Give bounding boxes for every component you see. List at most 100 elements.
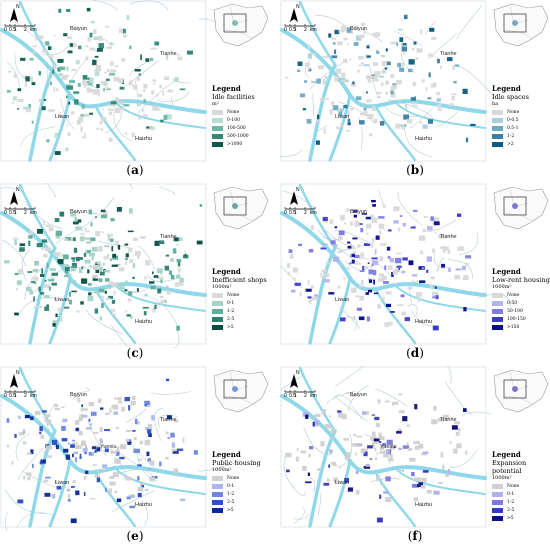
panel-caption: (c) — [126, 346, 144, 360]
legend-class: 1-2 — [492, 499, 550, 506]
legend-class-label: 1-2 — [227, 309, 235, 314]
panel-letter: a — [131, 163, 139, 177]
urban-patches — [4, 204, 203, 331]
scale-label: 0 — [284, 393, 287, 399]
place-label-haizhu: Haizhu — [415, 319, 432, 325]
place-label-tianhe: Tianhe — [160, 234, 177, 240]
legend-swatch — [212, 500, 223, 505]
legend-class-label: 0-1 — [507, 492, 515, 497]
legend-variable: Low-rent housing — [492, 276, 550, 284]
north-label: N — [16, 187, 20, 193]
legend-class: 0-1 — [212, 483, 261, 490]
map-panel-e: Baiyun Tianhe Liwan Haizhu Yuexiu N 0 0.5 1 2 km — [0, 366, 270, 546]
legend-class: 50-100 — [492, 308, 550, 315]
place-label-haizhu: Haizhu — [415, 502, 432, 508]
legend-swatch — [492, 118, 503, 123]
legend-class-label: None — [227, 110, 240, 115]
legend-class-label: >5 — [227, 325, 234, 330]
legend-class-label: None — [507, 110, 520, 115]
scale-bar: 0 0.51 2 km — [4, 207, 37, 216]
legend-variable: Inefficient shops — [212, 276, 267, 284]
north-arrow-icon: N — [290, 370, 300, 388]
inset-locator-map — [213, 186, 269, 230]
legend-swatch — [492, 110, 503, 115]
scale-label: 1 — [14, 393, 17, 399]
legend-swatch — [492, 500, 503, 505]
scale-label: 1 — [294, 27, 297, 33]
legend-swatch — [212, 325, 223, 330]
urban-patches — [6, 7, 193, 155]
scale-label: 1 — [294, 393, 297, 399]
urban-patches — [284, 14, 476, 145]
map-panel-c: Baiyun Tianhe Liwan Haizhu N 0 0.5 1 2 km — [0, 183, 270, 363]
legend-variable: Idle spaces — [492, 93, 529, 101]
north-arrow-icon: N — [290, 4, 300, 22]
scale-bar: 0 0.51 2 km — [284, 390, 317, 399]
legend-swatch — [492, 301, 503, 306]
legend-swatch — [492, 126, 503, 131]
legend-class-label: 100-150 — [507, 317, 526, 322]
urban-patches — [6, 378, 198, 524]
map-canvas: Baiyun Tianhe Liwan Haizhu N 0 0.51 2 km — [280, 183, 549, 345]
legend-swatch — [492, 142, 503, 147]
legend-class: 0-100 — [212, 117, 255, 124]
legend-class-label: 50-100 — [507, 309, 523, 314]
place-label-yuexiu: Yuexiu — [100, 444, 117, 450]
legend: Legend Idle spaces ha None 0-0.5 0.5-1 1-2 >2 — [492, 85, 529, 148]
scale-label: 0 — [4, 393, 7, 399]
map-panel-a: Baiyun Tianhe Liwan Haizhu N 0 0.5 1 2 km — [0, 0, 270, 180]
legend-class: None — [212, 292, 267, 299]
legend-title: Legend — [492, 84, 521, 93]
legend-swatch — [492, 508, 503, 513]
scale-label: 2 — [304, 393, 307, 399]
legend-class: None — [492, 483, 550, 490]
inset-locator-map — [493, 3, 549, 47]
inset-locator-map — [493, 186, 549, 230]
legend-title: Legend — [492, 450, 521, 459]
legend-class-label: 0-50 — [507, 301, 518, 306]
panel-caption: (a) — [126, 163, 144, 177]
panel-letter: c — [131, 346, 139, 360]
legend: Legend Low-rent housing 1000m² None 0-50 50-1… — [492, 268, 550, 331]
scale-label: km — [310, 27, 317, 33]
legend-class-label: 1-2 — [227, 492, 235, 497]
scale-bar: 0 0.51 2 km — [4, 24, 37, 33]
legend-swatch — [492, 309, 503, 314]
legend-swatch — [212, 484, 223, 489]
legend-class: >150 — [492, 324, 550, 331]
place-label-liwan: Liwan — [335, 480, 349, 486]
legend-class: >2 — [492, 141, 529, 148]
legend: Legend Public housing 1000m² None 0-1 1-2 2-5 >… — [212, 451, 261, 514]
legend-class: 100-500 — [212, 125, 255, 132]
legend-class-label: None — [227, 476, 240, 481]
legend-class: None — [212, 475, 261, 482]
scale-label: km — [30, 27, 37, 33]
inset-locator-map — [213, 3, 269, 47]
map-canvas: Baiyun Tianhe Liwan Haizhu Yuexiu N 0 0.51 2 km — [0, 366, 269, 531]
legend-swatch — [212, 126, 223, 131]
legend-class: None — [212, 109, 255, 116]
legend-swatch — [212, 317, 223, 322]
scale-label: 2 — [24, 210, 27, 216]
legend-class-label: 0-100 — [227, 118, 240, 123]
road-network — [280, 366, 492, 525]
legend-class-label: >1000 — [227, 142, 243, 147]
place-label-tianhe: Tianhe — [160, 51, 177, 57]
legend-class-label: 0-0.5 — [507, 118, 519, 123]
legend-swatch — [492, 134, 503, 139]
place-label-liwan: Liwan — [55, 480, 69, 486]
north-label: N — [296, 187, 300, 193]
legend-swatch — [212, 309, 223, 314]
place-label-baiyun: Baiyun — [350, 209, 367, 215]
scale-bar: 0 0.51 2 km — [4, 390, 37, 399]
legend-class-label: >150 — [507, 325, 520, 330]
panel-letter: e — [131, 529, 139, 543]
scale-label: 0.5 — [9, 27, 16, 33]
legend-class: 500-1000 — [212, 133, 255, 140]
legend-class-label: 0.5-1 — [507, 126, 519, 131]
legend-unit: 1000m² — [492, 475, 512, 481]
panel-caption: (e) — [126, 529, 144, 543]
north-arrow-icon: N — [10, 370, 20, 388]
map-panel-b: Baiyun Tianhe Liwan Haizhu N 0 0.5 1 2 km — [280, 0, 550, 180]
legend-swatch — [212, 110, 223, 115]
